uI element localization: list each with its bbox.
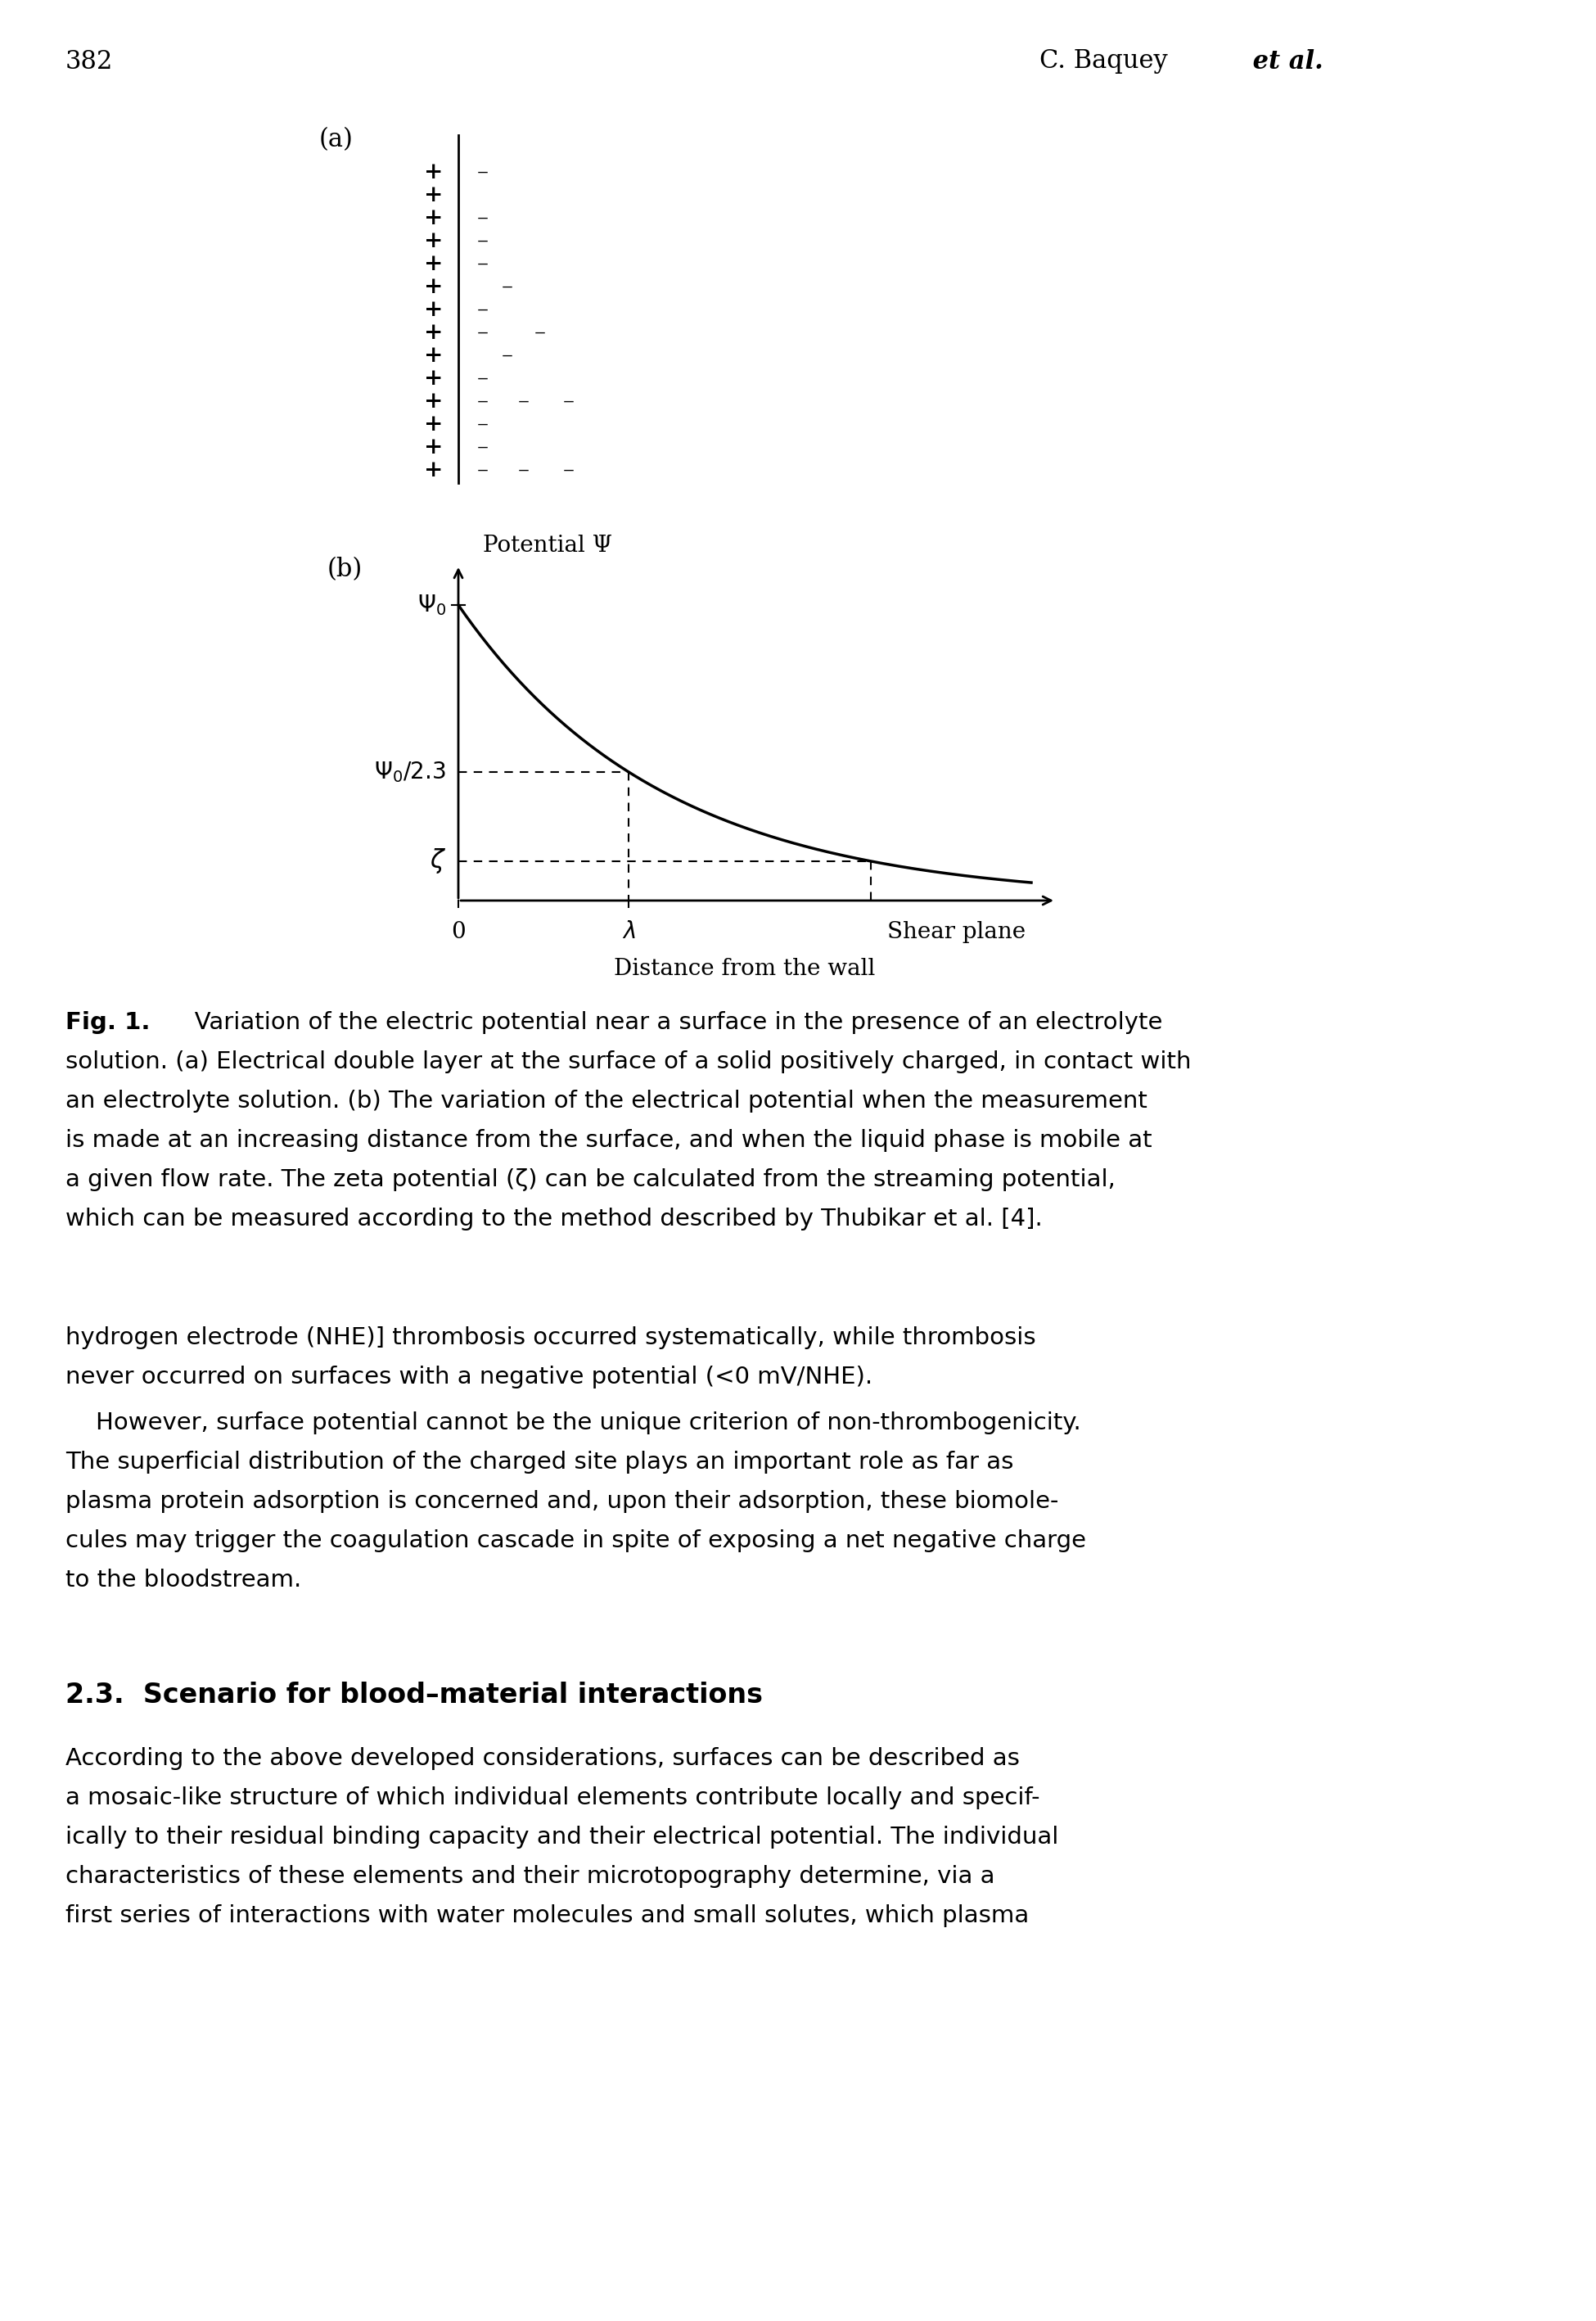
Text: –: – (477, 320, 488, 344)
Text: The superficial distribution of the charged site plays an important role as far : The superficial distribution of the char… (65, 1451, 1013, 1474)
Text: –: – (563, 390, 575, 413)
Text: Distance from the wall: Distance from the wall (614, 959, 876, 979)
Text: +: + (425, 344, 444, 367)
Text: –: – (501, 344, 514, 367)
Text: –: – (477, 299, 488, 320)
Text: +: + (425, 320, 444, 344)
Text: +: + (425, 413, 444, 434)
Text: +: + (425, 230, 444, 251)
Text: +: + (425, 460, 444, 480)
Text: solution. (a) Electrical double layer at the surface of a solid positively charg: solution. (a) Electrical double layer at… (65, 1051, 1191, 1072)
Text: Potential Ψ: Potential Ψ (484, 534, 613, 557)
Text: $\Psi_0/2.3$: $\Psi_0/2.3$ (375, 759, 445, 784)
Text: C. Baquey: C. Baquey (1039, 49, 1168, 74)
Text: –: – (477, 207, 488, 230)
Text: –: – (477, 436, 488, 457)
Text: +: + (425, 367, 444, 390)
Text: cules may trigger the coagulation cascade in spite of exposing a net negative ch: cules may trigger the coagulation cascad… (65, 1530, 1087, 1553)
Text: –: – (563, 460, 575, 480)
Text: –: – (501, 276, 514, 297)
Text: –: – (477, 230, 488, 251)
Text: –: – (477, 413, 488, 434)
Text: –: – (477, 253, 488, 274)
Text: –: – (477, 460, 488, 480)
Text: +: + (425, 390, 444, 413)
Text: $\zeta$: $\zeta$ (429, 847, 445, 875)
Text: However, surface potential cannot be the unique criterion of non-thrombogenicity: However, surface potential cannot be the… (65, 1411, 1080, 1434)
Text: +: + (425, 183, 444, 207)
Text: (b): (b) (327, 557, 362, 583)
Text: an electrolyte solution. (b) The variation of the electrical potential when the : an electrolyte solution. (b) The variati… (65, 1089, 1148, 1112)
Text: +: + (425, 160, 444, 183)
Text: $\lambda$: $\lambda$ (622, 921, 635, 942)
Text: +: + (425, 207, 444, 230)
Text: hydrogen electrode (NHE)] thrombosis occurred systematically, while thrombosis: hydrogen electrode (NHE)] thrombosis occ… (65, 1325, 1036, 1349)
Text: first series of interactions with water molecules and small solutes, which plasm: first series of interactions with water … (65, 1903, 1029, 1926)
Text: plasma protein adsorption is concerned and, upon their adsorption, these biomole: plasma protein adsorption is concerned a… (65, 1490, 1058, 1513)
Text: Shear plane: Shear plane (887, 921, 1026, 942)
Text: which can be measured according to the method described by Thubikar et al. [4].: which can be measured according to the m… (65, 1207, 1042, 1230)
Text: +: + (425, 436, 444, 457)
Text: +: + (425, 253, 444, 274)
Text: 0: 0 (452, 921, 466, 942)
Text: $\Psi_0$: $\Psi_0$ (417, 592, 445, 617)
Text: Fig. 1.: Fig. 1. (65, 1012, 150, 1035)
Text: Variation of the electric potential near a surface in the presence of an electro: Variation of the electric potential near… (172, 1012, 1162, 1035)
Text: 382: 382 (65, 49, 113, 74)
Text: –: – (477, 390, 488, 413)
Text: (a): (a) (319, 128, 353, 153)
Text: –: – (519, 390, 530, 413)
Text: a mosaic-like structure of which individual elements contribute locally and spec: a mosaic-like structure of which individ… (65, 1787, 1041, 1810)
Text: –: – (519, 460, 530, 480)
Text: et al.: et al. (1243, 49, 1323, 74)
Text: –: – (477, 160, 488, 183)
Text: is made at an increasing distance from the surface, and when the liquid phase is: is made at an increasing distance from t… (65, 1128, 1152, 1151)
Text: to the bloodstream.: to the bloodstream. (65, 1569, 302, 1592)
Text: a given flow rate. The zeta potential (ζ) can be calculated from the streaming p: a given flow rate. The zeta potential (ζ… (65, 1167, 1116, 1191)
Text: 2.3.  Scenario for blood–material interactions: 2.3. Scenario for blood–material interac… (65, 1683, 763, 1708)
Text: characteristics of these elements and their microtopography determine, via a: characteristics of these elements and th… (65, 1866, 994, 1887)
Text: –: – (477, 367, 488, 390)
Text: According to the above developed considerations, surfaces can be described as: According to the above developed conside… (65, 1748, 1020, 1771)
Text: +: + (425, 299, 444, 320)
Text: never occurred on surfaces with a negative potential (<0 mV/NHE).: never occurred on surfaces with a negati… (65, 1365, 873, 1388)
Text: +: + (425, 276, 444, 297)
Text: ically to their residual binding capacity and their electrical potential. The in: ically to their residual binding capacit… (65, 1827, 1058, 1848)
Text: –: – (535, 320, 546, 344)
